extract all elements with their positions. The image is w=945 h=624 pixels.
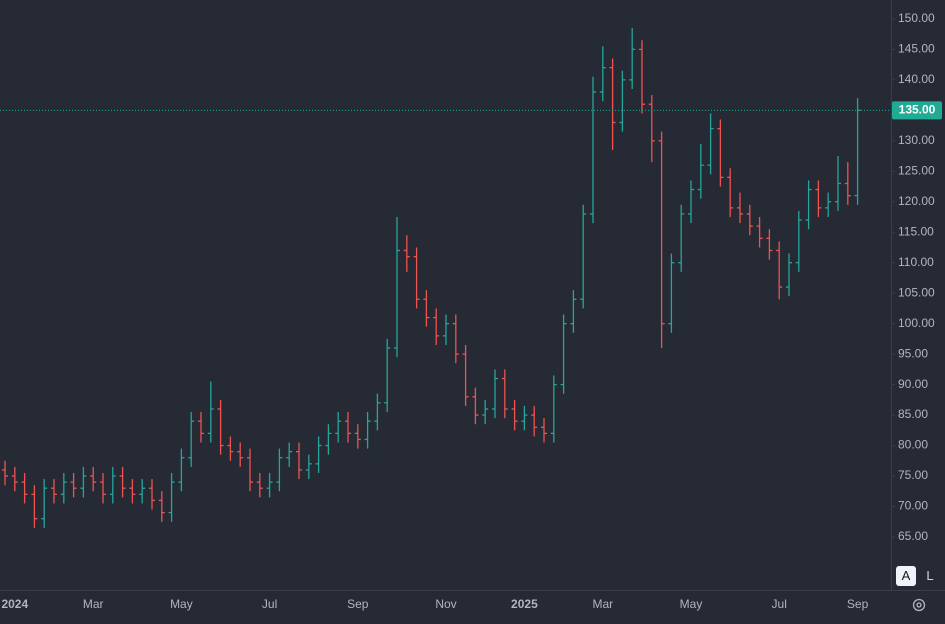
y-tick-label: 125.00 bbox=[898, 163, 935, 177]
log-scale-button[interactable]: L bbox=[926, 568, 934, 583]
x-tick-label: May bbox=[680, 597, 703, 611]
x-tick-label: Jul bbox=[262, 597, 277, 611]
y-tick-label: 145.00 bbox=[898, 42, 935, 56]
auto-scale-button[interactable]: A bbox=[896, 566, 916, 586]
x-tick-label: Mar bbox=[592, 597, 613, 611]
settings-icon[interactable] bbox=[912, 598, 926, 612]
x-tick-label: 2025 bbox=[511, 597, 538, 611]
x-tick-label: Mar bbox=[83, 597, 104, 611]
y-tick-label: 150.00 bbox=[898, 11, 935, 25]
y-tick-label: 130.00 bbox=[898, 133, 935, 147]
x-tick-label: 2024 bbox=[1, 597, 28, 611]
y-tick-label: 105.00 bbox=[898, 285, 935, 299]
x-tick-label: Sep bbox=[347, 597, 369, 611]
y-tick-label: 90.00 bbox=[898, 377, 928, 391]
x-tick-label: Jul bbox=[772, 597, 787, 611]
y-tick-label: 85.00 bbox=[898, 407, 928, 421]
x-tick-label: Sep bbox=[847, 597, 869, 611]
y-tick-label: 80.00 bbox=[898, 438, 928, 452]
y-tick-label: 95.00 bbox=[898, 346, 928, 360]
y-tick-label: 70.00 bbox=[898, 499, 928, 513]
y-tick-label: 75.00 bbox=[898, 468, 928, 482]
y-tick-label: 100.00 bbox=[898, 316, 935, 330]
x-tick-label: Nov bbox=[435, 597, 456, 611]
x-tick-label: May bbox=[170, 597, 193, 611]
y-tick-label: 110.00 bbox=[898, 255, 934, 269]
y-tick-label: 115.00 bbox=[898, 224, 934, 238]
price-label: 135.00 bbox=[899, 102, 936, 116]
y-tick-label: 65.00 bbox=[898, 529, 928, 543]
price-label-box bbox=[892, 101, 942, 120]
y-tick-label: 120.00 bbox=[898, 194, 935, 208]
y-tick-label: 140.00 bbox=[898, 72, 935, 86]
